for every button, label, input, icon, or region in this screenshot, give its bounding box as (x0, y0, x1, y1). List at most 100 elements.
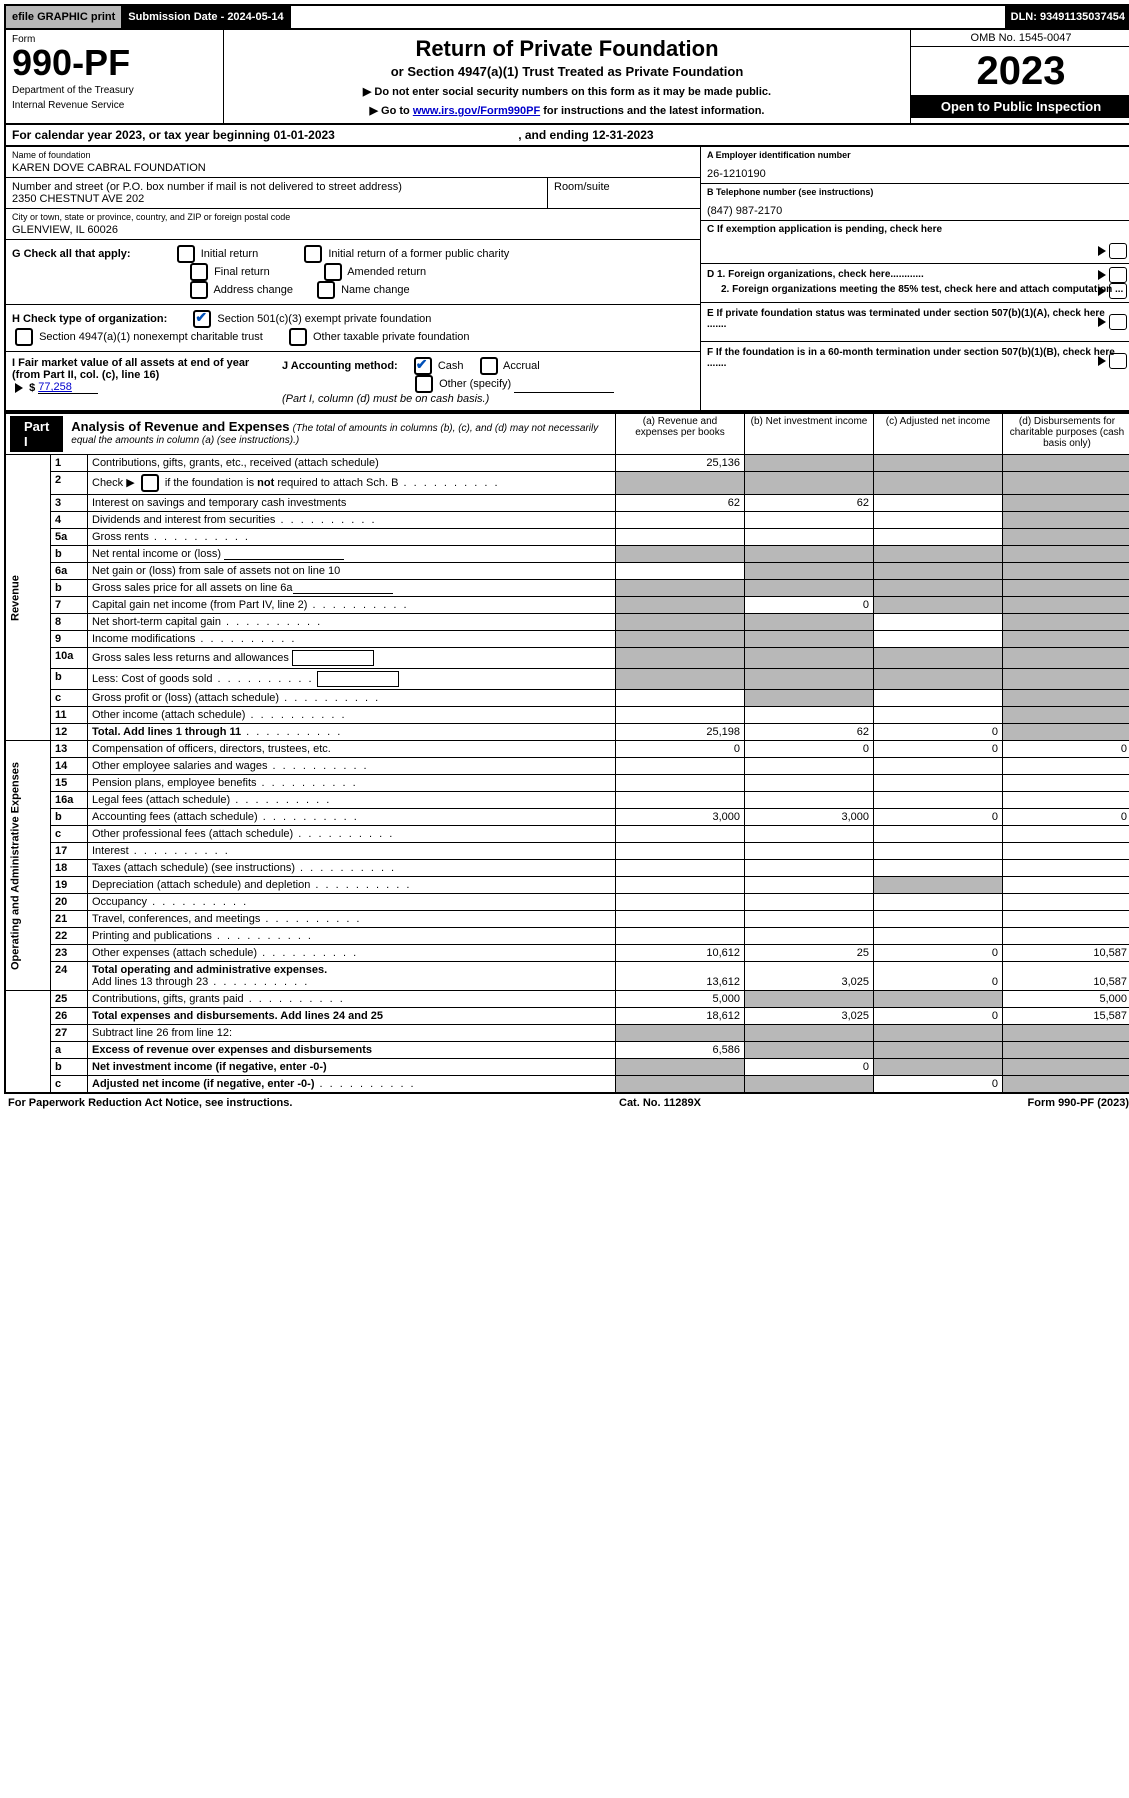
table-row: bAccounting fees (attach schedule) 3,000… (5, 809, 1129, 826)
table-row: 2 Check ▶ if the foundation is not requi… (5, 472, 1129, 495)
form-header: Form 990-PF Department of the Treasury I… (4, 30, 1129, 125)
dln-label: DLN: 93491135037454 (1005, 6, 1129, 28)
checkbox-c[interactable] (1109, 243, 1127, 259)
ein-cell: A Employer identification number 26-1210… (701, 147, 1129, 184)
calendar-year-row: For calendar year 2023, or tax year begi… (4, 125, 1129, 147)
section-j: J Accounting method: Cash Accrual Other … (272, 357, 694, 405)
arrow-icon (15, 383, 23, 393)
col-a-header: (a) Revenue and expenses per books (616, 413, 745, 455)
table-row: 26Total expenses and disbursements. Add … (5, 1008, 1129, 1025)
checkbox-f[interactable] (1109, 353, 1127, 369)
checkbox-d1[interactable] (1109, 267, 1127, 283)
table-row: bNet rental income or (loss) (5, 546, 1129, 563)
fmv-value[interactable]: 77,258 (38, 381, 98, 394)
section-i: I Fair market value of all assets at end… (12, 357, 272, 405)
checkbox-501c3[interactable] (193, 310, 211, 328)
header-left: Form 990-PF Department of the Treasury I… (6, 30, 224, 123)
checkbox-amended[interactable] (324, 263, 342, 281)
col-d-header: (d) Disbursements for charitable purpose… (1003, 413, 1129, 455)
table-row: cAdjusted net income (if negative, enter… (5, 1076, 1129, 1094)
city-cell: City or town, state or province, country… (6, 209, 700, 240)
info-grid: Name of foundation KAREN DOVE CABRAL FOU… (4, 147, 1129, 412)
table-row: 19Depreciation (attach schedule) and dep… (5, 877, 1129, 894)
revenue-label: Revenue (5, 455, 51, 741)
section-e: E If private foundation status was termi… (701, 303, 1129, 342)
form-link[interactable]: www.irs.gov/Form990PF (413, 105, 540, 117)
table-row: 15Pension plans, employee benefits (5, 775, 1129, 792)
table-row: 3Interest on savings and temporary cash … (5, 495, 1129, 512)
table-row: 18Taxes (attach schedule) (see instructi… (5, 860, 1129, 877)
section-d: D 1. Foreign organizations, check here..… (701, 264, 1129, 303)
foundation-name-cell: Name of foundation KAREN DOVE CABRAL FOU… (6, 147, 700, 178)
section-i-j: I Fair market value of all assets at end… (6, 352, 700, 410)
table-row: cOther professional fees (attach schedul… (5, 826, 1129, 843)
table-row: bNet investment income (if negative, ent… (5, 1059, 1129, 1076)
checkbox-final-return[interactable] (190, 263, 208, 281)
table-row: bLess: Cost of goods sold (5, 669, 1129, 690)
form-title: Return of Private Foundation (230, 36, 904, 62)
dept-irs: Internal Revenue Service (12, 100, 217, 111)
table-row: 17Interest (5, 843, 1129, 860)
footer-right: Form 990-PF (2023) (1028, 1097, 1129, 1109)
street-cell: Number and street (or P.O. box number if… (6, 178, 548, 208)
checkbox-cash[interactable] (414, 357, 432, 375)
table-row: 14Other employee salaries and wages (5, 758, 1129, 775)
table-row: 16aLegal fees (attach schedule) (5, 792, 1129, 809)
table-row: bGross sales price for all assets on lin… (5, 580, 1129, 597)
omb-number: OMB No. 1545-0047 (911, 30, 1129, 47)
table-row: 20Occupancy (5, 894, 1129, 911)
part1-table: Part I Analysis of Revenue and Expenses … (4, 412, 1129, 1094)
expenses-label: Operating and Administrative Expenses (5, 741, 51, 991)
info-left: Name of foundation KAREN DOVE CABRAL FOU… (6, 147, 700, 410)
table-row: 11Other income (attach schedule) (5, 707, 1129, 724)
table-row: 27Subtract line 26 from line 12: (5, 1025, 1129, 1042)
table-row: 12Total. Add lines 1 through 11 25,19862… (5, 724, 1129, 741)
footer-left: For Paperwork Reduction Act Notice, see … (8, 1097, 292, 1109)
checkbox-e[interactable] (1109, 314, 1127, 330)
checkbox-d2[interactable] (1109, 283, 1127, 299)
checkbox-schb[interactable] (141, 474, 159, 492)
submission-date: Submission Date - 2024-05-14 (122, 6, 290, 28)
col-c-header: (c) Adjusted net income (874, 413, 1003, 455)
section-h: H Check type of organization: Section 50… (6, 305, 700, 352)
table-row: 25Contributions, gifts, grants paid 5,00… (5, 991, 1129, 1008)
checkbox-other-method[interactable] (415, 375, 433, 393)
tax-year: 2023 (911, 47, 1129, 95)
section-g: G Check all that apply: Initial return I… (6, 240, 700, 305)
table-row: 24Total operating and administrative exp… (5, 962, 1129, 991)
table-row: Operating and Administrative Expenses 13… (5, 741, 1129, 758)
checkbox-other-taxable[interactable] (289, 328, 307, 346)
checkbox-name-change[interactable] (317, 281, 335, 299)
form-subtitle: or Section 4947(a)(1) Trust Treated as P… (230, 64, 904, 79)
checkbox-initial-former[interactable] (304, 245, 322, 263)
table-row: 6aNet gain or (loss) from sale of assets… (5, 563, 1129, 580)
table-row: aExcess of revenue over expenses and dis… (5, 1042, 1129, 1059)
table-row: 23Other expenses (attach schedule) 10,61… (5, 945, 1129, 962)
footer: For Paperwork Reduction Act Notice, see … (4, 1094, 1129, 1112)
part1-tab: Part I (10, 416, 63, 452)
checkbox-accrual[interactable] (480, 357, 498, 375)
table-row: 8Net short-term capital gain (5, 614, 1129, 631)
instr-1: ▶ Do not enter social security numbers o… (230, 85, 904, 98)
section-f: F If the foundation is in a 60-month ter… (701, 342, 1129, 380)
table-row: Revenue 1Contributions, gifts, grants, e… (5, 455, 1129, 472)
table-row: 4Dividends and interest from securities (5, 512, 1129, 529)
address-row: Number and street (or P.O. box number if… (6, 178, 700, 209)
col-b-header: (b) Net investment income (745, 413, 874, 455)
table-row: 7Capital gain net income (from Part IV, … (5, 597, 1129, 614)
section-c: C If exemption application is pending, c… (701, 221, 1129, 264)
part1-header: Part I Analysis of Revenue and Expenses … (10, 416, 611, 452)
footer-mid: Cat. No. 11289X (619, 1097, 701, 1109)
checkbox-initial-return[interactable] (177, 245, 195, 263)
info-right: A Employer identification number 26-1210… (700, 147, 1129, 410)
table-row: cGross profit or (loss) (attach schedule… (5, 690, 1129, 707)
checkbox-4947[interactable] (15, 328, 33, 346)
efile-label: efile GRAPHIC print (6, 6, 122, 28)
table-row: 10aGross sales less returns and allowanc… (5, 648, 1129, 669)
part1-title: Analysis of Revenue and Expenses (The to… (63, 416, 611, 449)
checkbox-address-change[interactable] (190, 281, 208, 299)
table-row: 21Travel, conferences, and meetings (5, 911, 1129, 928)
form-number: 990-PF (12, 45, 217, 81)
top-bar: efile GRAPHIC print Submission Date - 20… (4, 4, 1129, 30)
table-row: 5aGross rents (5, 529, 1129, 546)
